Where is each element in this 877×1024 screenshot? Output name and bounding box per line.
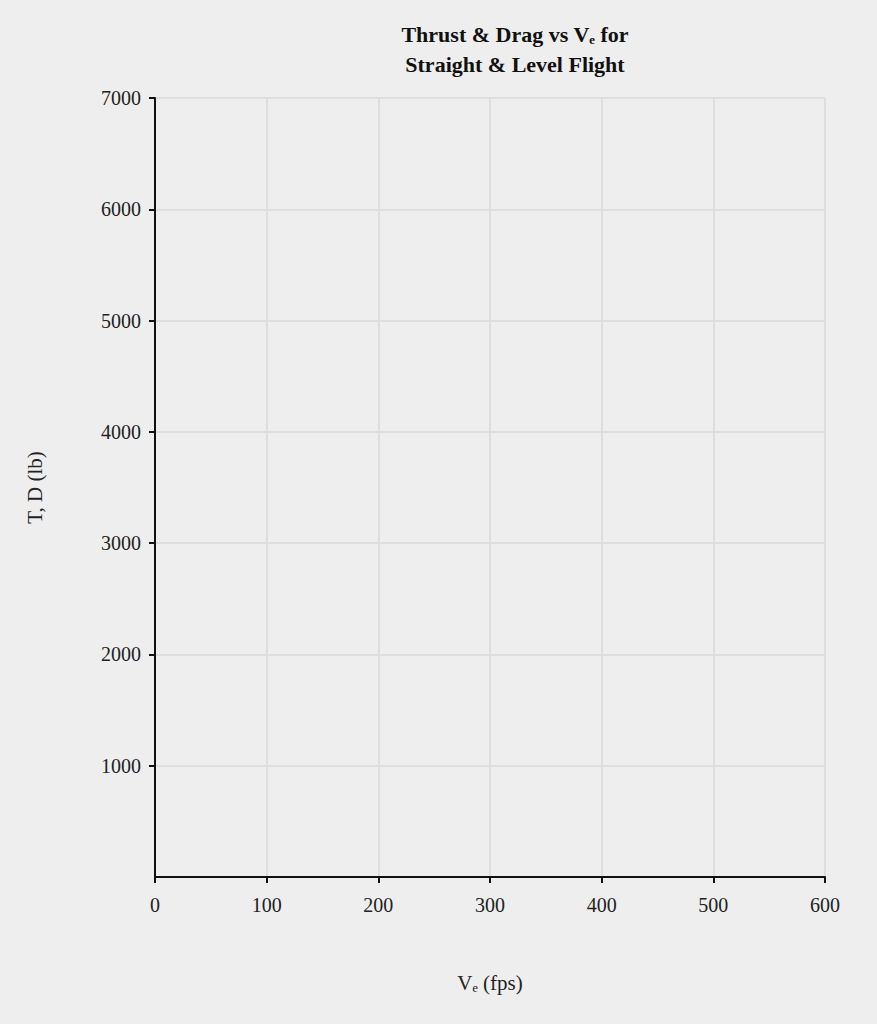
svg-text:200: 200 [363,894,393,916]
svg-text:1000: 1000 [101,755,141,777]
svg-text:400: 400 [587,894,617,916]
svg-text:Straight & Level Flight: Straight & Level Flight [405,52,625,77]
svg-text:Vₑ (fps): Vₑ (fps) [457,971,522,995]
svg-text:7000: 7000 [101,87,141,109]
svg-text:600: 600 [810,894,840,916]
svg-text:T, D (lb): T, D (lb) [23,451,47,524]
svg-text:500: 500 [698,894,728,916]
svg-text:3000: 3000 [101,532,141,554]
svg-text:6000: 6000 [101,198,141,220]
svg-text:5000: 5000 [101,310,141,332]
svg-text:300: 300 [475,894,505,916]
svg-text:100: 100 [252,894,282,916]
svg-text:2000: 2000 [101,643,141,665]
svg-text:4000: 4000 [101,421,141,443]
svg-text:Thrust & Drag vs Vₑ for: Thrust & Drag vs Vₑ for [401,22,628,47]
svg-text:0: 0 [150,894,160,916]
